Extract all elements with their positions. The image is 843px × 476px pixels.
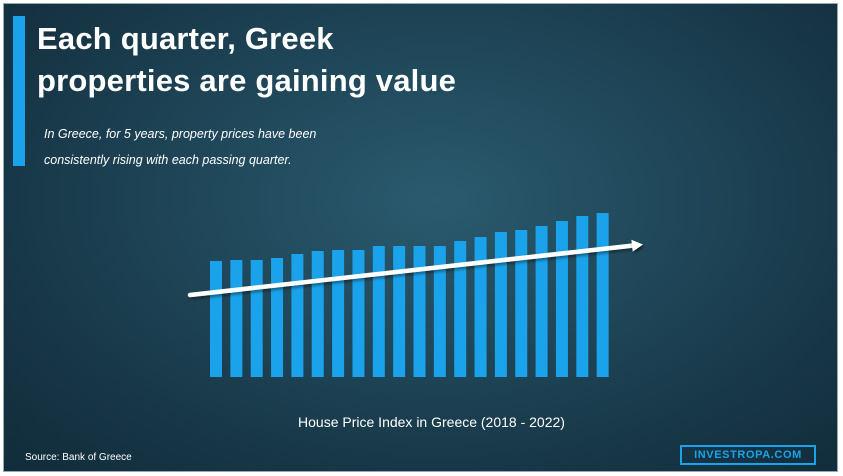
trend-arrowhead [631,239,643,252]
bar-17 [535,226,548,377]
title-line-2: properties are gaining value [37,63,457,98]
bar-2 [230,260,243,377]
source-note: Source: Bank of Greece [25,452,132,463]
bar-18 [555,221,568,377]
trend-line [187,242,641,298]
bar-10 [393,246,406,377]
trend-arrow-group [187,239,643,298]
page-title: Each quarter, Greek properties are gaini… [37,18,597,102]
bar-8 [352,250,365,377]
accent-bar [13,16,25,166]
bar-1 [210,261,222,377]
bar-13 [454,241,467,377]
subtitle-line-2: consistently rising with each passing qu… [44,153,292,167]
bar-7 [332,250,345,377]
bar-chart [187,213,643,377]
bar-5 [291,254,304,377]
bar-6 [311,251,324,377]
bars-group [210,213,609,377]
bar-4 [271,258,284,377]
bar-15 [494,232,507,377]
subtitle-line-1: In Greece, for 5 years, property prices … [44,127,317,141]
bar-16 [515,230,528,377]
bar-20 [596,213,609,377]
bar-11 [413,246,426,377]
slide: Each quarter, Greek properties are gaini… [3,3,838,472]
bar-14 [474,237,487,377]
brand-badge: INVESTROPA.COM [680,445,816,465]
bar-12 [433,246,446,377]
bar-19 [576,216,589,377]
title-line-1: Each quarter, Greek [37,21,334,56]
bar-9 [372,246,385,377]
subtitle: In Greece, for 5 years, property prices … [44,121,374,173]
chart-caption: House Price Index in Greece (2018 - 2022… [298,414,565,430]
bar-3 [250,260,263,377]
